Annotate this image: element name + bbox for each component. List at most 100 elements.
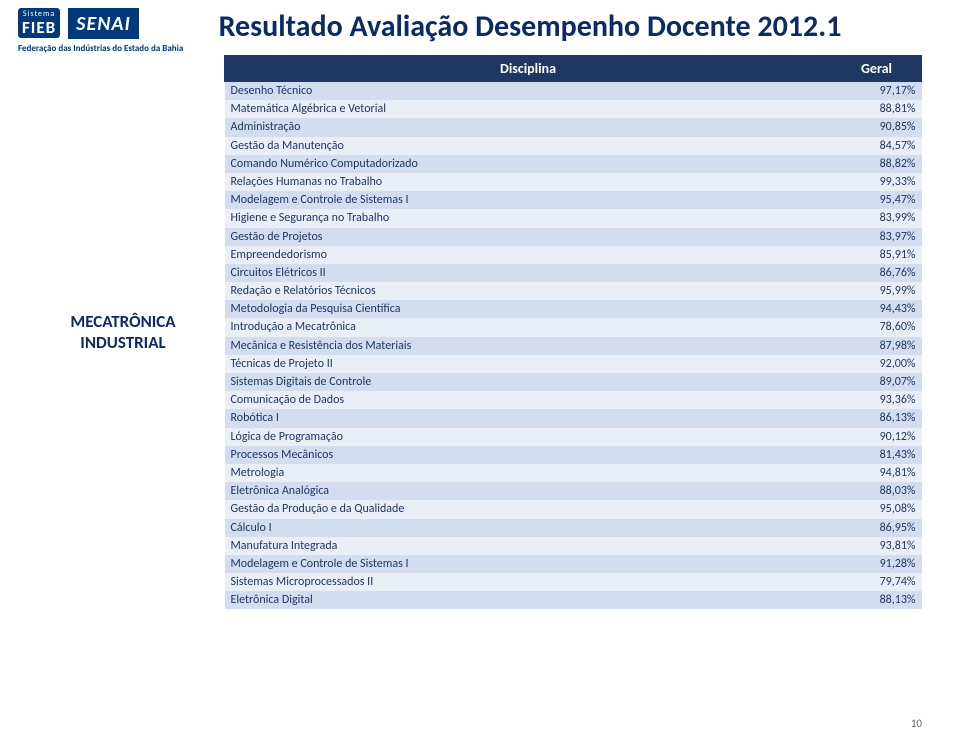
discipline-cell: Técnicas de Projeto II [225, 355, 832, 373]
value-cell: 87,98% [832, 337, 922, 355]
table-row: Gestão da Manutenção84,57% [225, 137, 922, 155]
table-row: Manufatura Integrada93,81% [225, 537, 922, 555]
table-row: Comando Numérico Computadorizado88,82% [225, 155, 922, 173]
table-row: Administração90,85% [225, 118, 922, 136]
value-cell: 90,85% [832, 118, 922, 136]
discipline-cell: Circuitos Elétricos II [225, 264, 832, 282]
discipline-cell: Modelagem e Controle de Sistemas I [225, 191, 832, 209]
table-row: Eletrônica Analógica88,03% [225, 482, 922, 500]
value-cell: 83,99% [832, 209, 922, 227]
table-row: Cálculo I86,95% [225, 519, 922, 537]
table-row: Relações Humanas no Trabalho99,33% [225, 173, 922, 191]
table-wrap: Disciplina Geral Desenho Técnico97,17%Ma… [224, 55, 922, 609]
table-row: Modelagem e Controle de Sistemas I91,28% [225, 555, 922, 573]
value-cell: 79,74% [832, 573, 922, 591]
discipline-cell: Higiene e Segurança no Trabalho [225, 209, 832, 227]
fieb-name-text: FIEB [22, 19, 56, 36]
value-cell: 83,97% [832, 228, 922, 246]
value-cell: 92,00% [832, 355, 922, 373]
table-row: Circuitos Elétricos II86,76% [225, 264, 922, 282]
table-row: Metrologia94,81% [225, 464, 922, 482]
results-table: Disciplina Geral Desenho Técnico97,17%Ma… [224, 55, 922, 609]
value-cell: 88,81% [832, 100, 922, 118]
discipline-cell: Gestão de Projetos [225, 228, 832, 246]
value-cell: 86,76% [832, 264, 922, 282]
table-row: Sistemas Microprocessados II79,74% [225, 573, 922, 591]
table-row: Lógica de Programação90,12% [225, 428, 922, 446]
table-row: Modelagem e Controle de Sistemas I95,47% [225, 191, 922, 209]
senai-logo: SENAI [68, 8, 139, 39]
table-row: Processos Mecânicos81,43% [225, 446, 922, 464]
discipline-cell: Introdução a Mecatrônica [225, 318, 832, 336]
value-cell: 85,91% [832, 246, 922, 264]
discipline-cell: Mecânica e Resistência dos Materiais [225, 337, 832, 355]
discipline-cell: Eletrônica Digital [225, 591, 832, 609]
value-cell: 86,13% [832, 409, 922, 427]
table-row: Redação e Relatórios Técnicos95,99% [225, 282, 922, 300]
table-row: Desenho Técnico97,17% [225, 82, 922, 101]
discipline-cell: Cálculo I [225, 519, 832, 537]
logo-block: Sistema FIEB SENAI Federação das Indústr… [18, 8, 208, 54]
fieb-logo: Sistema FIEB [18, 8, 60, 38]
discipline-cell: Empreendedorismo [225, 246, 832, 264]
discipline-cell: Sistemas Microprocessados II [225, 573, 832, 591]
value-cell: 91,28% [832, 555, 922, 573]
discipline-cell: Metodologia da Pesquisa Científica [225, 300, 832, 318]
value-cell: 93,36% [832, 391, 922, 409]
discipline-cell: Metrologia [225, 464, 832, 482]
value-cell: 88,03% [832, 482, 922, 500]
table-row: Sistemas Digitais de Controle89,07% [225, 373, 922, 391]
value-cell: 90,12% [832, 428, 922, 446]
value-cell: 88,82% [832, 155, 922, 173]
value-cell: 94,81% [832, 464, 922, 482]
value-cell: 84,57% [832, 137, 922, 155]
value-cell: 97,17% [832, 82, 922, 101]
value-cell: 94,43% [832, 300, 922, 318]
discipline-cell: Desenho Técnico [225, 82, 832, 101]
discipline-cell: Modelagem e Controle de Sistemas I [225, 555, 832, 573]
table-row: Robótica I86,13% [225, 409, 922, 427]
value-cell: 93,81% [832, 537, 922, 555]
table-row: Gestão de Projetos83,97% [225, 228, 922, 246]
discipline-cell: Lógica de Programação [225, 428, 832, 446]
value-cell: 86,95% [832, 519, 922, 537]
table-row: Empreendedorismo85,91% [225, 246, 922, 264]
discipline-cell: Comando Numérico Computadorizado [225, 155, 832, 173]
table-header-row: Disciplina Geral [225, 56, 922, 82]
discipline-cell: Gestão da Produção e da Qualidade [225, 500, 832, 518]
table-row: Mecânica e Resistência dos Materiais87,9… [225, 337, 922, 355]
discipline-cell: Gestão da Manutenção [225, 137, 832, 155]
value-cell: 89,07% [832, 373, 922, 391]
table-row: Comunicação de Dados93,36% [225, 391, 922, 409]
discipline-cell: Robótica I [225, 409, 832, 427]
discipline-cell: Redação e Relatórios Técnicos [225, 282, 832, 300]
table-row: Técnicas de Projeto II92,00% [225, 355, 922, 373]
category-label: MECATRÔNICA INDUSTRIAL [38, 55, 208, 609]
value-cell: 95,47% [832, 191, 922, 209]
discipline-cell: Processos Mecânicos [225, 446, 832, 464]
discipline-cell: Comunicação de Dados [225, 391, 832, 409]
col-discipline: Disciplina [225, 56, 832, 82]
content-row: MECATRÔNICA INDUSTRIAL Disciplina Geral … [38, 55, 922, 609]
value-cell: 99,33% [832, 173, 922, 191]
value-cell: 81,43% [832, 446, 922, 464]
value-cell: 95,99% [832, 282, 922, 300]
value-cell: 78,60% [832, 318, 922, 336]
discipline-cell: Matemática Algébrica e Vetorial [225, 100, 832, 118]
value-cell: 95,08% [832, 500, 922, 518]
table-row: Eletrônica Digital88,13% [225, 591, 922, 609]
discipline-cell: Eletrônica Analógica [225, 482, 832, 500]
discipline-cell: Relações Humanas no Trabalho [225, 173, 832, 191]
discipline-cell: Manufatura Integrada [225, 537, 832, 555]
discipline-cell: Sistemas Digitais de Controle [225, 373, 832, 391]
table-row: Metodologia da Pesquisa Científica94,43% [225, 300, 922, 318]
table-row: Introdução a Mecatrônica78,60% [225, 318, 922, 336]
page-number: 10 [911, 717, 922, 730]
value-cell: 88,13% [832, 591, 922, 609]
table-row: Matemática Algébrica e Vetorial88,81% [225, 100, 922, 118]
table-row: Gestão da Produção e da Qualidade95,08% [225, 500, 922, 518]
federation-text: Federação das Indústrias do Estado da Ba… [18, 43, 208, 54]
col-value: Geral [832, 56, 922, 82]
discipline-cell: Administração [225, 118, 832, 136]
table-row: Higiene e Segurança no Trabalho83,99% [225, 209, 922, 227]
